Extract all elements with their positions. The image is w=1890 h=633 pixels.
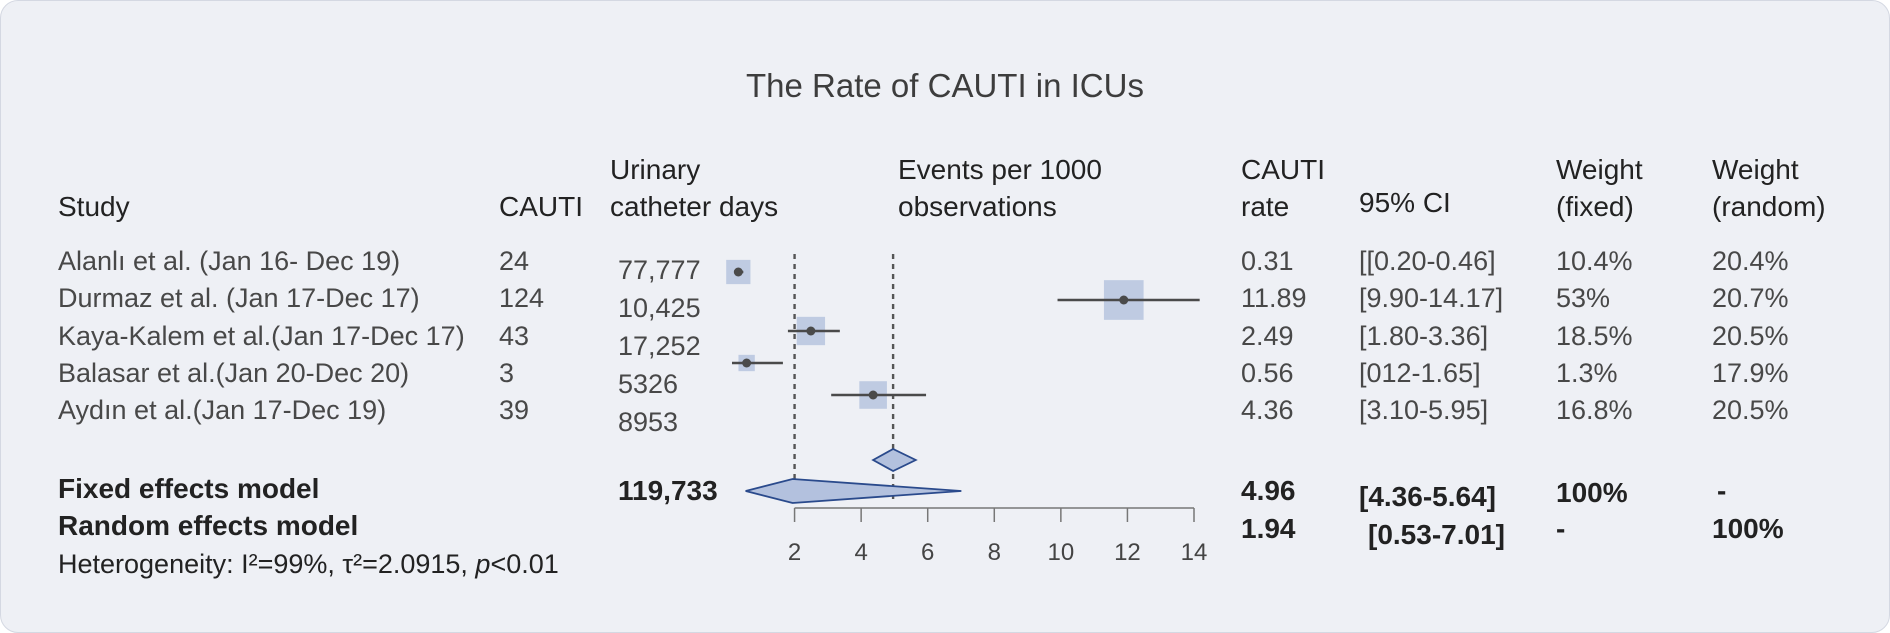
study-rate: 2.49 bbox=[1241, 321, 1294, 351]
header-rate-line2: rate bbox=[1241, 191, 1290, 222]
study-weight-fixed: 16.8% bbox=[1556, 395, 1633, 425]
study-cauti: 3 bbox=[499, 358, 515, 388]
study-rate: 0.56 bbox=[1241, 358, 1294, 388]
header-weight-random-line2: (random) bbox=[1712, 191, 1826, 222]
study-name: Alanlı et al. (Jan 16- Dec 19) bbox=[58, 246, 401, 276]
x-tick-label: 6 bbox=[921, 539, 934, 566]
random-weight-fixed: - bbox=[1556, 513, 1566, 544]
header-catheter-days-line2: catheter days bbox=[610, 191, 779, 222]
study-name: Durmaz et al. (Jan 17-Dec 17) bbox=[58, 283, 420, 313]
chart-title: The Rate of CAUTI in ICUs bbox=[746, 67, 1144, 104]
random-label: Random effects model bbox=[58, 510, 359, 541]
heterogeneity-prefix: Heterogeneity: I²=99%, τ²=2.0915, bbox=[58, 549, 476, 579]
study-point bbox=[733, 267, 743, 277]
x-tick-label: 2 bbox=[788, 539, 801, 566]
study-days: 10,425 bbox=[618, 293, 701, 323]
fixed-effects-diamond bbox=[871, 447, 918, 473]
heterogeneity-suffix: <0.01 bbox=[490, 549, 559, 579]
study-ci: [[0.20-0.46] bbox=[1359, 246, 1496, 276]
study-weight-fixed: 18.5% bbox=[1556, 321, 1633, 351]
study-ci: [9.90-14.17] bbox=[1359, 283, 1504, 313]
header-weight-random-line1: Weight bbox=[1712, 154, 1799, 185]
study-ci: [3.10-5.95] bbox=[1359, 395, 1489, 425]
study-rate: 0.31 bbox=[1241, 246, 1294, 276]
heterogeneity-p: p bbox=[475, 549, 491, 579]
header-rate-line1: CAUTI bbox=[1241, 154, 1325, 185]
study-weight-fixed: 53% bbox=[1556, 283, 1611, 313]
x-tick-label: 12 bbox=[1114, 539, 1141, 566]
heterogeneity-text: Heterogeneity: I²=99%, τ²=2.0915, p<0.01 bbox=[58, 551, 559, 578]
random-weight-random: 100% bbox=[1712, 513, 1784, 544]
header-weight-fixed-line1: Weight bbox=[1556, 154, 1643, 185]
study-name: Aydın et al.(Jan 17-Dec 19) bbox=[58, 395, 387, 425]
study-point bbox=[742, 358, 752, 368]
study-weight-random: 17.9% bbox=[1712, 358, 1789, 388]
header-events-line1: Events per 1000 bbox=[898, 154, 1102, 185]
x-tick-label: 14 bbox=[1181, 539, 1208, 566]
study-point bbox=[806, 326, 816, 336]
study-ci: [1.80-3.36] bbox=[1359, 321, 1489, 351]
header-cauti: CAUTI bbox=[499, 191, 583, 222]
random-rate: 1.94 bbox=[1241, 513, 1296, 544]
fixed-days: 119,733 bbox=[618, 475, 718, 506]
random-ci: [0.53-7.01] bbox=[1368, 519, 1505, 550]
fixed-weight-random: - bbox=[1717, 475, 1727, 506]
x-tick-label: 10 bbox=[1048, 539, 1075, 566]
study-rate: 11.89 bbox=[1241, 283, 1307, 313]
study-weight-random: 20.4% bbox=[1712, 246, 1789, 276]
fixed-ci: [4.36-5.64] bbox=[1359, 481, 1496, 512]
header-weight-fixed-line2: (fixed) bbox=[1556, 191, 1634, 222]
header-catheter-days-line1: Urinary bbox=[610, 154, 701, 185]
study-days: 8953 bbox=[618, 407, 679, 437]
x-tick-label: 4 bbox=[854, 539, 867, 566]
study-weight-fixed: 1.3% bbox=[1556, 358, 1618, 388]
study-weight-random: 20.5% bbox=[1712, 395, 1789, 425]
header-events-line2: observations bbox=[898, 191, 1057, 222]
study-ci: [012-1.65] bbox=[1359, 358, 1481, 388]
x-tick-label: 8 bbox=[988, 539, 1001, 566]
study-cauti: 124 bbox=[499, 283, 545, 313]
header-ci: 95% CI bbox=[1359, 187, 1451, 218]
study-days: 77,777 bbox=[618, 255, 701, 285]
fixed-label: Fixed effects model bbox=[58, 473, 320, 504]
fixed-weight-fixed: 100% bbox=[1556, 477, 1628, 508]
study-point bbox=[1119, 295, 1129, 305]
study-cauti: 39 bbox=[499, 395, 530, 425]
random-effects-diamond bbox=[745, 478, 962, 504]
study-days: 17,252 bbox=[618, 331, 701, 361]
study-cauti: 43 bbox=[499, 321, 530, 351]
study-days: 5326 bbox=[618, 369, 679, 399]
study-weight-fixed: 10.4% bbox=[1556, 246, 1633, 276]
study-point bbox=[868, 390, 878, 400]
study-weight-random: 20.7% bbox=[1712, 283, 1789, 313]
study-name: Kaya-Kalem et al.(Jan 17-Dec 17) bbox=[58, 321, 465, 351]
study-weight-random: 20.5% bbox=[1712, 321, 1789, 351]
header-study: Study bbox=[58, 191, 130, 222]
fixed-rate: 4.96 bbox=[1241, 475, 1296, 506]
study-name: Balasar et al.(Jan 20-Dec 20) bbox=[58, 358, 410, 388]
study-cauti: 24 bbox=[499, 246, 530, 276]
study-rate: 4.36 bbox=[1241, 395, 1294, 425]
